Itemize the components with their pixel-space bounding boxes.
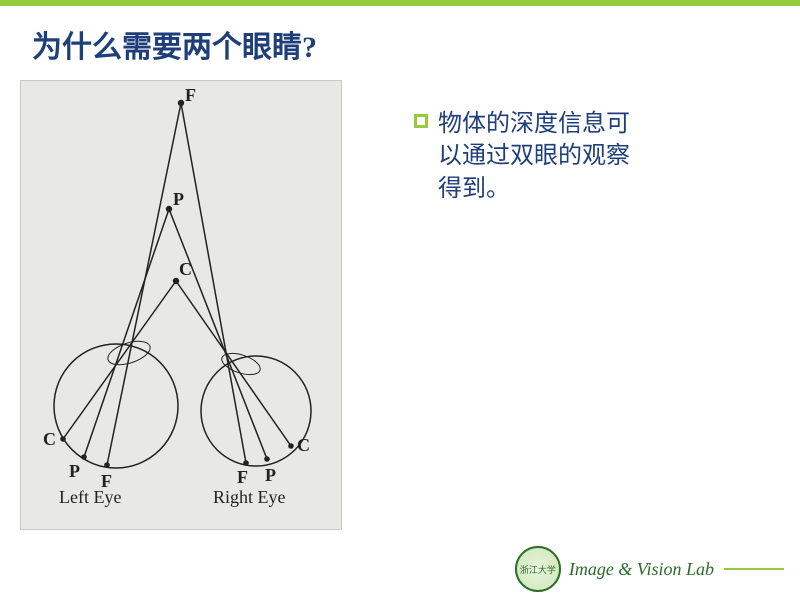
bullet-line-3: 得到。	[438, 176, 510, 202]
diagram-label-p: P	[69, 461, 80, 482]
diagram-label-f: F	[185, 85, 196, 106]
seal-text: 浙江大学	[520, 563, 556, 576]
bullet-text: 物体的深度信息可 以通过双眼的观察 得到。	[438, 108, 630, 205]
lab-name: Image & Vision Lab	[569, 559, 714, 580]
diagram-label-left-eye: Left Eye	[59, 487, 121, 508]
bullet-marker	[414, 114, 428, 128]
diagram-label-c: C	[179, 259, 192, 280]
bullet-item: 物体的深度信息可 以通过双眼的观察 得到。	[414, 108, 630, 205]
footer-accent-line	[724, 568, 784, 570]
binocular-vision-diagram: FPCCPFFPCLeft EyeRight Eye	[20, 80, 342, 530]
accent-top-border	[0, 0, 800, 6]
diagram-label-c: C	[43, 429, 56, 450]
diagram-label-p: P	[173, 189, 184, 210]
diagram-label-p: P	[265, 465, 276, 486]
slide-title: 为什么需要两个眼睛?	[32, 22, 317, 66]
diagram-label-right-eye: Right Eye	[213, 487, 286, 508]
diagram-label-c: C	[297, 435, 310, 456]
bullet-line-2: 以通过双眼的观察	[438, 143, 630, 169]
university-seal: 浙江大学	[515, 546, 561, 592]
footer: 浙江大学 Image & Vision Lab	[515, 546, 784, 592]
diagram-label-f: F	[237, 467, 248, 488]
bullet-line-1: 物体的深度信息可	[438, 111, 630, 137]
